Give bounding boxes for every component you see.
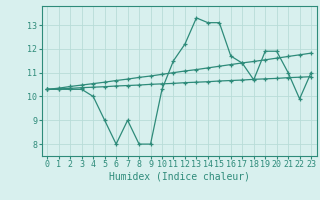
X-axis label: Humidex (Indice chaleur): Humidex (Indice chaleur)	[109, 172, 250, 182]
